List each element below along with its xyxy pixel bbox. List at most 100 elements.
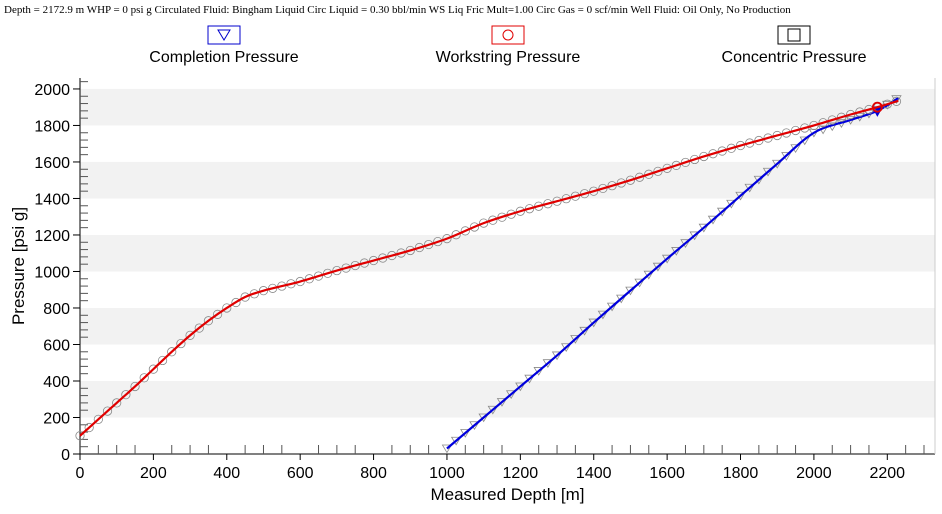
workstring-marker xyxy=(891,96,902,106)
workstring-marker xyxy=(479,218,489,228)
x-tick-label: 1400 xyxy=(576,465,612,482)
workstring-marker xyxy=(121,390,131,400)
workstring-marker xyxy=(442,234,452,244)
workstring-marker xyxy=(203,316,214,326)
workstring-marker xyxy=(93,414,103,424)
workstring-marker xyxy=(735,140,746,151)
legend: Completion Pressure Workstring Pressure … xyxy=(149,25,867,66)
x-tick-label: 2000 xyxy=(796,465,832,482)
workstring-line xyxy=(79,99,899,437)
completion-marker xyxy=(441,444,453,454)
grid-bands xyxy=(80,88,935,418)
legend-completion-label: Completion Pressure xyxy=(149,49,299,66)
completion-marker xyxy=(744,183,755,193)
workstring-marker xyxy=(240,292,250,302)
workstring-marker xyxy=(167,347,177,357)
x-axis-title: Measured Depth [m] xyxy=(430,485,584,504)
completion-marker xyxy=(680,239,691,248)
x-axis: 0 200 400 600 800 1000 1200 1400 1600 1800 2000 220… xyxy=(76,445,935,482)
completion-marker xyxy=(643,270,654,280)
workstring-marker xyxy=(690,154,700,165)
workstring-marker xyxy=(772,130,782,141)
workstring-marker xyxy=(313,271,324,281)
x-tick-label: 1600 xyxy=(649,465,685,482)
workstring-marker xyxy=(644,169,654,179)
completion-marker xyxy=(671,247,682,256)
workstring-marker xyxy=(451,230,461,240)
workstring-marker xyxy=(102,406,113,416)
completion-marker xyxy=(496,398,508,407)
x-tick-label: 800 xyxy=(360,465,387,482)
legend-workstring[interactable]: Workstring Pressure xyxy=(436,25,581,66)
completion-marker xyxy=(616,294,627,304)
x-tick-label: 2200 xyxy=(869,465,905,482)
workstring-marker xyxy=(469,222,480,232)
workstring-marker xyxy=(323,268,333,278)
x-tick-label: 1000 xyxy=(429,465,465,482)
square-icon xyxy=(787,28,801,42)
x-tick-label: 0 xyxy=(76,465,85,482)
completion-line xyxy=(446,97,899,450)
completion-marker xyxy=(772,159,783,169)
y-tick-label: 400 xyxy=(43,374,70,391)
completion-marker xyxy=(762,167,774,177)
legend-concentric-label: Concentric Pressure xyxy=(722,49,867,66)
workstring-marker xyxy=(304,274,314,284)
x-tick-label: 1200 xyxy=(503,465,539,482)
legend-workstring-swatch[interactable] xyxy=(491,25,525,45)
y-tick-label: 2000 xyxy=(34,82,70,99)
workstring-marker xyxy=(662,163,672,173)
grid-band xyxy=(80,234,935,272)
completion-marker xyxy=(570,335,581,344)
grid-band xyxy=(80,161,935,199)
workstring-marker xyxy=(75,431,85,441)
y-tick-label: 200 xyxy=(43,410,70,427)
legend-workstring-label: Workstring Pressure xyxy=(436,49,581,66)
workstring-marker xyxy=(846,109,856,120)
workstring-marker xyxy=(139,373,149,383)
y-tick-label: 0 xyxy=(61,447,70,464)
y-tick-label: 800 xyxy=(43,301,70,318)
completion-marker xyxy=(561,343,572,353)
completion-marker xyxy=(460,429,471,438)
legend-completion[interactable]: Completion Pressure xyxy=(149,25,299,66)
y-axis-title: Pressure [psi g] xyxy=(9,207,28,325)
workstring-marker xyxy=(148,364,158,374)
legend-completion-swatch[interactable] xyxy=(207,25,241,45)
workstring-marker xyxy=(708,149,718,159)
workstring-marker xyxy=(84,422,94,433)
completion-marker xyxy=(487,405,499,415)
x-tick-label: 200 xyxy=(140,465,167,482)
circle-icon xyxy=(502,29,514,41)
y-tick-label: 600 xyxy=(43,337,70,354)
completion-marker xyxy=(515,382,526,392)
workstring-marker xyxy=(671,160,681,170)
completion-marker xyxy=(698,223,710,233)
grid-band xyxy=(80,307,935,345)
y-tick-label: 1800 xyxy=(34,118,70,135)
workstring-marker xyxy=(231,297,241,308)
workstring-marker xyxy=(589,186,599,196)
workstring-marker xyxy=(726,143,736,153)
workstring-marker xyxy=(598,183,608,194)
workstring-marker xyxy=(405,245,415,256)
workstring-marker xyxy=(157,355,168,366)
workstring-marker xyxy=(332,265,342,276)
workstring-marker xyxy=(680,157,691,168)
workstring-marker xyxy=(213,309,223,319)
legend-concentric[interactable]: Concentric Pressure xyxy=(722,25,867,66)
workstring-marker xyxy=(515,206,525,216)
completion-marker xyxy=(524,374,535,384)
x-tick-label: 400 xyxy=(213,465,240,482)
header-info: Depth = 2172.9 m WHP = 0 psi g Circulate… xyxy=(4,4,791,16)
triangle-down-icon xyxy=(217,29,231,41)
x-tick-label: 1800 xyxy=(723,465,759,482)
completion-marker xyxy=(707,215,719,225)
completion-marker xyxy=(469,421,480,431)
y-tick-label: 1000 xyxy=(34,264,70,281)
completion-marker xyxy=(735,191,746,201)
workstring-marker xyxy=(488,215,498,225)
legend-concentric-swatch[interactable] xyxy=(777,25,811,45)
